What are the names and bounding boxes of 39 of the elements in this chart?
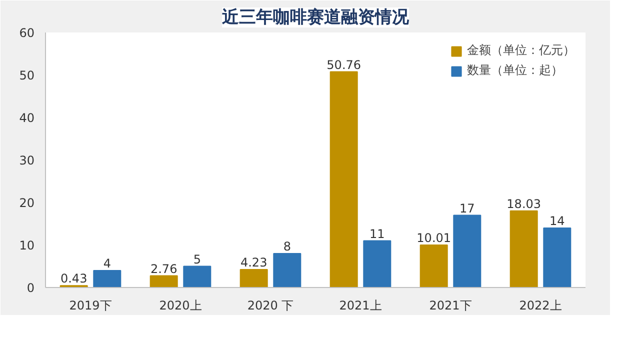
data-label: 14 [550,214,565,228]
data-label: 10.01 [416,230,452,245]
x-tick-label: 2020上 [159,298,202,312]
x-tick-label: 2019下 [69,298,112,312]
bar [183,266,212,288]
x-tick-label: 2022上 [519,298,562,312]
legend-label: 金额（单位：亿元） [467,42,575,59]
y-tick-label: 20 [19,196,35,210]
bar [453,214,482,288]
x-tick-label: 2021下 [429,298,472,312]
y-tick-label: 60 [19,26,35,40]
y-tick-label: 10 [19,238,35,252]
bar [93,270,122,288]
data-label: 2.76 [150,262,178,276]
bar [240,269,268,288]
bar [543,228,572,288]
x-tick-label: 2020 下 [247,298,294,312]
data-label: 4.23 [240,256,268,270]
x-tick-label: 2021上 [339,298,382,312]
bar [420,244,448,288]
y-tick-label: 30 [19,154,35,168]
data-label: 11 [370,226,385,241]
bar [510,210,538,288]
bar [273,253,302,288]
data-label: 18.03 [506,196,542,211]
y-tick-label: 50 [19,68,35,82]
data-label: 50.76 [326,58,362,72]
data-label: 4 [103,256,111,270]
bar [363,240,392,288]
chart-title: 近三年咖啡赛道融资情况 [221,8,410,28]
y-tick-label: 40 [19,111,35,125]
data-label: 17 [460,201,475,216]
bar [150,275,178,288]
data-label: 5 [193,252,201,266]
legend-label: 数量（单位：起） [467,62,563,79]
data-label: 0.43 [60,272,88,286]
y-tick-label: 0 [26,281,35,295]
bar [330,71,358,288]
data-label: 8 [283,240,291,254]
